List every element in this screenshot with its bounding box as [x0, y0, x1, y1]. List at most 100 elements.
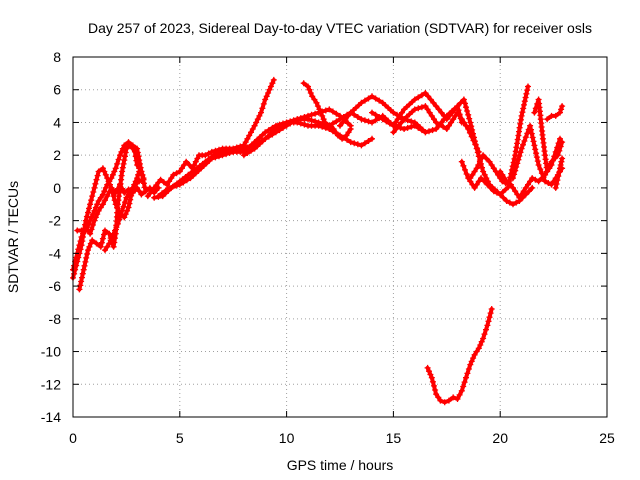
data-point [427, 96, 434, 103]
data-point [99, 235, 106, 242]
data-point [479, 164, 485, 171]
data-point [102, 171, 109, 178]
data-point [499, 171, 506, 178]
data-point [240, 152, 247, 159]
data-point [74, 258, 81, 265]
data-point [462, 166, 468, 173]
data-point [529, 134, 536, 141]
data-point [464, 108, 471, 114]
data-point [121, 214, 128, 221]
data-point [162, 187, 169, 194]
data-point [424, 364, 431, 371]
data-point [98, 239, 105, 246]
data-point [475, 178, 482, 185]
y-tick-label: -2 [49, 213, 62, 229]
data-point [160, 179, 167, 186]
data-point [136, 188, 143, 195]
data-point [462, 100, 468, 107]
data-point [463, 122, 469, 129]
data-point [270, 76, 277, 83]
data-point [123, 194, 130, 201]
data-point [78, 278, 85, 285]
data-point [300, 80, 307, 87]
data-point [501, 175, 508, 182]
data-point [517, 116, 524, 123]
data-point [110, 230, 117, 237]
data-point [435, 106, 442, 113]
data-point [533, 150, 540, 157]
data-point [97, 243, 104, 250]
data-point [219, 152, 226, 159]
data-point [458, 158, 465, 165]
data-point [272, 126, 279, 132]
data-point [460, 383, 467, 390]
data-point [426, 128, 432, 135]
data-point [521, 98, 528, 105]
data-point [365, 95, 372, 102]
data-point [465, 366, 472, 372]
data-point [102, 227, 108, 234]
data-point [470, 130, 476, 137]
data-point [151, 194, 158, 201]
data-point [481, 178, 488, 185]
data-point [170, 171, 177, 178]
data-point [258, 109, 264, 116]
data-layer [70, 76, 566, 406]
x-axis-label: GPS time / hours [287, 457, 394, 473]
data-point [386, 120, 393, 127]
data-point [372, 111, 379, 118]
data-point [267, 83, 274, 90]
data-point [454, 396, 461, 402]
data-point [358, 116, 365, 123]
data-point [471, 184, 478, 191]
data-point [506, 199, 513, 206]
data-point [141, 184, 148, 191]
data-point [129, 184, 136, 191]
data-point [468, 123, 475, 130]
data-point [75, 254, 82, 261]
data-point [557, 162, 564, 168]
data-point [315, 119, 322, 126]
data-point [173, 170, 180, 177]
data-point [83, 213, 90, 220]
data-point [306, 86, 313, 93]
data-point [266, 86, 273, 93]
data-point [552, 184, 559, 191]
data-point [484, 322, 491, 329]
data-point [435, 394, 442, 401]
data-point [518, 112, 525, 119]
data-point [121, 142, 128, 149]
data-point [305, 116, 311, 123]
data-point [305, 83, 311, 90]
data-point [191, 162, 198, 168]
data-point [559, 155, 566, 162]
data-point [354, 114, 361, 120]
data-point [511, 171, 518, 178]
data-point [276, 123, 283, 130]
data-point [334, 132, 341, 139]
data-point [527, 122, 534, 129]
data-point [469, 126, 476, 133]
data-point [512, 188, 519, 195]
series-track-10 [300, 80, 354, 142]
data-point [101, 231, 107, 238]
data-point [480, 168, 487, 175]
series-track-13 [390, 96, 514, 198]
data-point [139, 172, 146, 179]
data-point [460, 162, 467, 169]
data-point [514, 160, 521, 167]
data-point [394, 116, 401, 123]
data-point [112, 227, 118, 234]
data-point [333, 110, 340, 117]
data-point [424, 106, 431, 113]
data-point [503, 178, 510, 185]
data-point [166, 178, 173, 185]
data-point [484, 181, 491, 188]
data-point [80, 266, 87, 273]
data-point [518, 191, 525, 198]
data-point [548, 181, 555, 188]
data-point [244, 150, 251, 156]
data-point [205, 150, 212, 157]
data-point [463, 374, 469, 381]
data-point [454, 103, 461, 110]
